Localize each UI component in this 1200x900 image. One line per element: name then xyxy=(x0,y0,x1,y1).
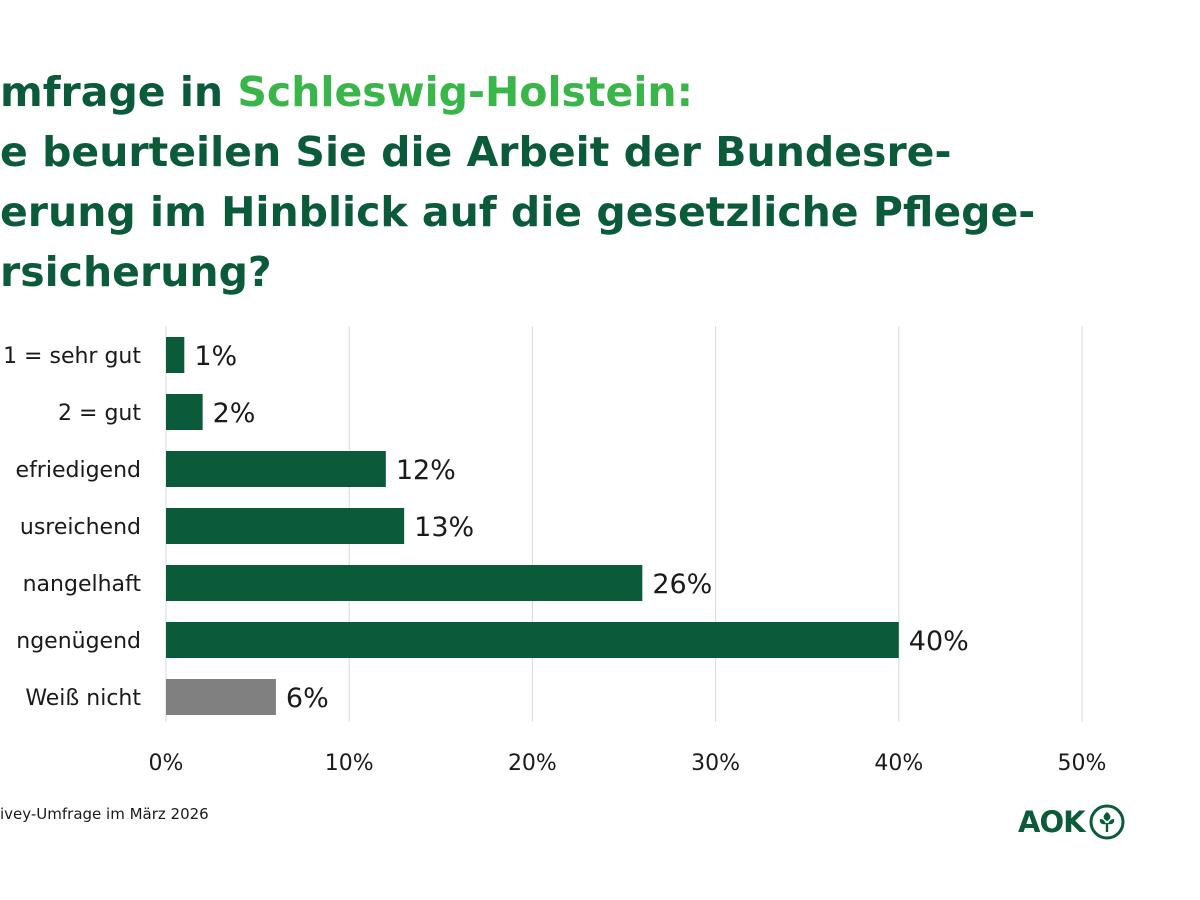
bar xyxy=(166,508,405,544)
x-tick-label: 50% xyxy=(1058,751,1107,776)
category-label: Weiß nicht xyxy=(25,686,141,711)
value-label: 6% xyxy=(286,683,329,714)
bar xyxy=(166,622,899,658)
aok-tree-icon xyxy=(1089,804,1125,840)
bar-chart: 0% 10% 20% 30% 40% 50% 1 = sehr gut 1% 2 = gut 2%… xyxy=(3,326,1106,776)
title-region-highlight: Schleswig-Holstein: xyxy=(237,68,693,116)
category-label: 2 = gut xyxy=(58,401,141,426)
bar xyxy=(166,451,386,487)
title-line-2: e beurteilen Sie die Arbeit der Bundesre… xyxy=(0,128,952,176)
category-label: efriedigend xyxy=(16,458,141,483)
title-prefix: mfrage in xyxy=(0,68,238,116)
value-label: 12% xyxy=(396,455,456,486)
bar xyxy=(166,337,185,373)
value-label: 13% xyxy=(414,512,474,543)
x-tick-label: 30% xyxy=(691,751,740,776)
title-line-4: rsicherung? xyxy=(0,248,272,296)
category-label: nangelhaft xyxy=(23,572,142,597)
x-tick-label: 0% xyxy=(149,751,184,776)
title-line-3: erung im Hinblick auf die gesetzliche Pf… xyxy=(0,188,1036,236)
x-tick-label: 40% xyxy=(874,751,923,776)
source-note: ivey-Umfrage im März 2026 xyxy=(0,805,209,823)
value-label: 26% xyxy=(652,569,712,600)
category-label: ngenügend xyxy=(16,629,141,654)
bars xyxy=(166,337,899,715)
aok-logo: AOK xyxy=(1018,800,1125,844)
bar xyxy=(166,394,203,430)
category-label: 1 = sehr gut xyxy=(3,344,141,369)
category-label: usreichend xyxy=(20,515,141,540)
labels: 0% 10% 20% 30% 40% 50% 1 = sehr gut 1% 2 = gut 2%… xyxy=(3,341,1106,776)
value-label: 40% xyxy=(909,626,969,657)
value-label: 1% xyxy=(194,341,237,372)
bar xyxy=(166,565,643,601)
title-line-1: mfrage in Schleswig-Holstein: xyxy=(0,62,1200,122)
x-tick-label: 20% xyxy=(508,751,557,776)
x-tick-label: 10% xyxy=(325,751,374,776)
logo-text: AOK xyxy=(1018,805,1086,839)
bar xyxy=(166,679,276,715)
value-label: 2% xyxy=(213,398,256,429)
chart-title: mfrage in Schleswig-Holstein: e beurteil… xyxy=(0,62,1200,302)
